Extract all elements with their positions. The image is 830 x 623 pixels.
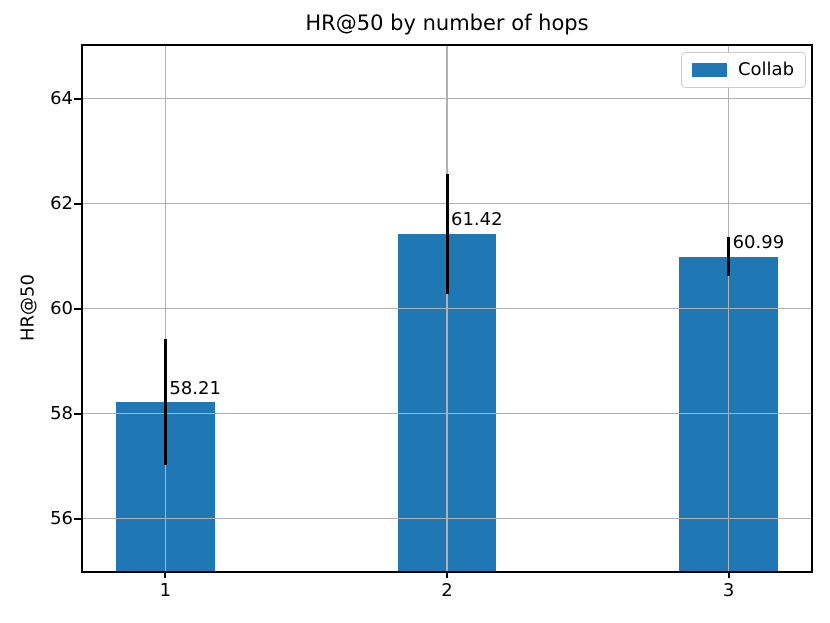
vertical-gridline (446, 46, 448, 571)
legend-color-swatch (691, 63, 727, 77)
x-tick-mark (446, 571, 448, 578)
x-tick-label: 2 (441, 580, 453, 601)
y-tick-mark (74, 97, 81, 100)
error-bar (163, 339, 167, 466)
plot-area: 58.21 61.42 60.99 Collab (81, 44, 813, 573)
bar-value-label: 60.99 (732, 231, 785, 253)
x-tick-mark (727, 571, 730, 578)
vertical-gridline (727, 46, 730, 571)
bar-value-label: 61.42 (451, 209, 503, 231)
error-bar (727, 237, 731, 276)
x-tick-mark (164, 571, 167, 578)
y-tick-label: 64 (50, 87, 73, 109)
error-bar (445, 173, 449, 295)
y-tick-mark (74, 202, 81, 205)
y-tick-label: 60 (50, 297, 73, 319)
y-tick-mark (74, 307, 81, 310)
y-tick-label: 58 (50, 402, 73, 424)
chart-title: HR@50 by number of hops (305, 11, 589, 35)
bar-value-label: 58.21 (169, 377, 221, 399)
y-tick-mark (74, 412, 81, 415)
y-tick-label: 62 (50, 192, 73, 214)
x-tick-label: 1 (159, 580, 172, 601)
y-tick-mark (74, 517, 81, 520)
y-tick-label: 56 (50, 507, 73, 529)
legend: Collab (680, 52, 806, 88)
x-tick-label: 3 (722, 580, 735, 601)
vertical-gridline (164, 46, 167, 571)
legend-series-label: Collab (737, 59, 794, 80)
